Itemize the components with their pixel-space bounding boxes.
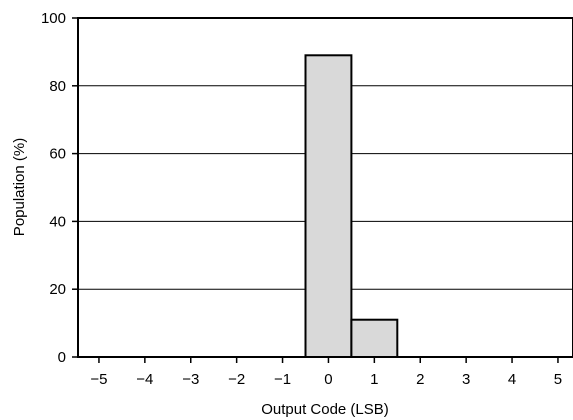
x-tick-label: 2	[416, 371, 424, 388]
y-tick-label: 20	[49, 281, 66, 298]
bars	[304, 54, 399, 358]
x-tick-label: 3	[462, 371, 470, 388]
bar	[350, 318, 399, 358]
y-tick-label: 0	[58, 349, 66, 366]
y-tick-labels: 0 20 40 60 80 100	[41, 10, 66, 366]
x-tick-label: 4	[508, 371, 516, 388]
x-tick-label: 5	[554, 371, 562, 388]
y-tick-label: 60	[49, 146, 66, 163]
x-tick-label: −1	[274, 371, 291, 388]
x-tick-label: −4	[136, 371, 153, 388]
x-tick-marks	[98, 357, 559, 363]
bar	[304, 54, 353, 358]
x-tick-label: −3	[182, 371, 199, 388]
y-tick-label: 100	[41, 10, 66, 27]
x-axis-label: Output Code (LSB)	[261, 401, 389, 418]
y-tick-label: 40	[49, 213, 66, 230]
y-axis-label: Population (%)	[11, 138, 28, 236]
y-tick-label: 80	[49, 78, 66, 95]
x-tick-label: −5	[90, 371, 107, 388]
plot-frame	[77, 17, 573, 358]
x-tick-label: −2	[228, 371, 245, 388]
x-tick-label: 0	[324, 371, 332, 388]
x-tick-label: 1	[370, 371, 378, 388]
y-tick-marks	[72, 17, 78, 358]
x-tick-labels: −5 −4 −3 −2 −1 0 1 2 3 4 5	[90, 371, 562, 388]
